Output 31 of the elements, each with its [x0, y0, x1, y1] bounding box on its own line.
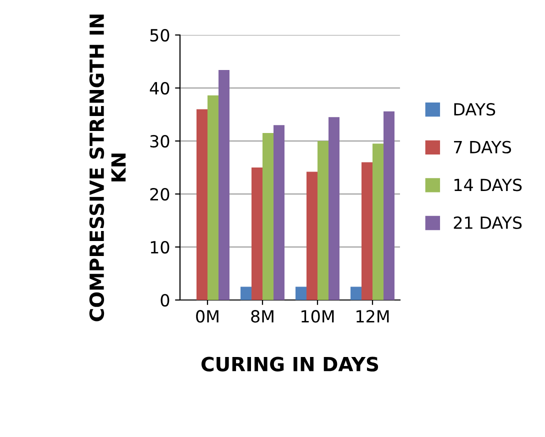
bar — [372, 144, 384, 300]
y-tick-label: 0 — [160, 294, 170, 307]
legend-label: 7 DAYS — [454, 140, 512, 154]
bar — [274, 125, 284, 300]
bar — [318, 141, 328, 300]
x-tick-label: 12M — [356, 310, 389, 322]
legend-label: 21 DAYS — [454, 216, 522, 230]
bar — [384, 111, 394, 300]
y-tick-label: 50 — [150, 28, 170, 42]
x-tick-label: 8M — [251, 310, 274, 323]
x-axis-title: CURING IN DAYS — [201, 356, 378, 372]
bar — [296, 286, 306, 300]
bar — [208, 95, 218, 300]
bar — [306, 172, 318, 300]
legend-label: 14 DAYS — [454, 178, 522, 192]
y-tick-label: 10 — [150, 240, 170, 254]
bar — [350, 286, 362, 300]
x-tick-label: 10M — [302, 310, 334, 323]
bar — [218, 70, 230, 300]
bar — [328, 117, 340, 300]
y-axis-title: COMPRESSIVE STRENGTH IN KN — [89, 14, 126, 322]
bar — [262, 133, 274, 300]
bar — [362, 162, 372, 300]
bar — [252, 168, 262, 300]
legend-label: DAYS — [454, 103, 496, 116]
bar — [240, 286, 252, 300]
y-tick-label: 40 — [150, 82, 170, 95]
y-tick-label: 30 — [150, 134, 170, 148]
bar — [196, 109, 208, 300]
y-tick-label: 20 — [150, 188, 170, 201]
x-tick-label: 0M — [196, 310, 218, 323]
